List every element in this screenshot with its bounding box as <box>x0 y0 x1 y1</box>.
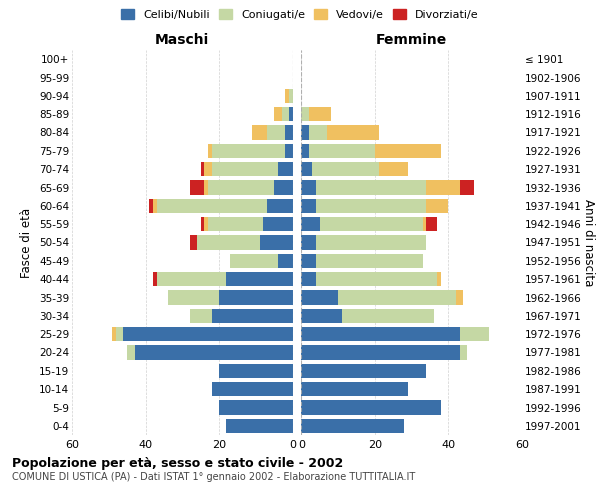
Bar <box>285 144 293 158</box>
Bar <box>274 107 281 122</box>
Bar <box>285 126 293 140</box>
Bar <box>427 217 437 232</box>
Bar <box>263 217 293 232</box>
Bar <box>301 327 460 342</box>
Bar <box>208 217 263 232</box>
Bar <box>116 327 124 342</box>
Bar <box>278 162 293 176</box>
Bar <box>309 107 331 122</box>
Bar <box>127 346 134 360</box>
Bar <box>338 290 456 304</box>
Title: Femmine: Femmine <box>376 34 448 48</box>
Bar <box>200 217 205 232</box>
Bar <box>301 418 404 433</box>
Bar <box>219 400 293 414</box>
Bar <box>212 308 293 323</box>
Bar <box>301 290 338 304</box>
Bar <box>212 144 285 158</box>
Bar <box>153 198 157 213</box>
Bar <box>460 180 474 194</box>
Bar <box>124 327 293 342</box>
Bar <box>153 272 157 286</box>
Bar <box>205 217 208 232</box>
Y-axis label: Fasce di età: Fasce di età <box>20 208 34 278</box>
Bar <box>167 290 219 304</box>
Bar <box>301 346 460 360</box>
Bar <box>274 180 293 194</box>
Bar <box>379 162 408 176</box>
Bar <box>301 254 316 268</box>
Bar <box>316 254 423 268</box>
Bar <box>301 308 342 323</box>
Bar <box>460 327 489 342</box>
Bar <box>289 107 293 122</box>
Bar <box>301 162 313 176</box>
Bar <box>226 418 293 433</box>
Bar <box>149 198 153 213</box>
Bar <box>208 144 212 158</box>
Bar <box>190 236 197 250</box>
Bar <box>316 198 427 213</box>
Bar <box>327 126 379 140</box>
Bar <box>460 346 467 360</box>
Text: Popolazione per età, sesso e stato civile - 2002: Popolazione per età, sesso e stato civil… <box>12 458 343 470</box>
Bar <box>301 107 309 122</box>
Bar <box>301 236 316 250</box>
Legend: Celibi/Nubili, Coniugati/e, Vedovi/e, Divorziati/e: Celibi/Nubili, Coniugati/e, Vedovi/e, Di… <box>118 6 482 23</box>
Bar <box>316 272 437 286</box>
Bar <box>190 180 205 194</box>
Bar <box>219 290 293 304</box>
Bar <box>190 308 212 323</box>
Bar <box>289 88 293 103</box>
Bar <box>313 162 379 176</box>
Y-axis label: Anni di nascita: Anni di nascita <box>583 199 595 286</box>
Bar <box>301 400 441 414</box>
Bar <box>200 162 205 176</box>
Bar <box>423 217 427 232</box>
Bar <box>226 272 293 286</box>
Bar <box>278 254 293 268</box>
Bar <box>437 272 441 286</box>
Bar <box>208 180 274 194</box>
Bar <box>316 236 427 250</box>
Bar <box>205 180 208 194</box>
Bar <box>301 217 320 232</box>
Bar <box>342 308 434 323</box>
Bar <box>267 126 285 140</box>
Bar <box>230 254 278 268</box>
Bar <box>309 126 327 140</box>
Bar <box>301 382 408 396</box>
Bar <box>205 162 212 176</box>
Bar <box>427 198 448 213</box>
Bar <box>157 198 267 213</box>
Bar <box>281 107 289 122</box>
Bar <box>267 198 293 213</box>
Bar <box>320 217 423 232</box>
Bar <box>157 272 226 286</box>
Bar <box>301 364 427 378</box>
Bar <box>301 144 309 158</box>
Bar <box>252 126 267 140</box>
Text: COMUNE DI USTICA (PA) - Dati ISTAT 1° gennaio 2002 - Elaborazione TUTTITALIA.IT: COMUNE DI USTICA (PA) - Dati ISTAT 1° ge… <box>12 472 415 482</box>
Bar <box>316 180 427 194</box>
Bar <box>212 162 278 176</box>
Bar <box>260 236 293 250</box>
Bar <box>212 382 293 396</box>
Bar <box>375 144 441 158</box>
Bar <box>427 180 460 194</box>
Bar <box>112 327 116 342</box>
Bar <box>134 346 293 360</box>
Bar <box>197 236 260 250</box>
Bar <box>285 88 289 103</box>
Bar <box>456 290 463 304</box>
Bar <box>309 144 375 158</box>
Bar <box>301 180 316 194</box>
Bar <box>219 364 293 378</box>
Bar <box>301 198 316 213</box>
Bar <box>301 126 309 140</box>
Title: Maschi: Maschi <box>155 34 209 48</box>
Bar <box>301 272 316 286</box>
